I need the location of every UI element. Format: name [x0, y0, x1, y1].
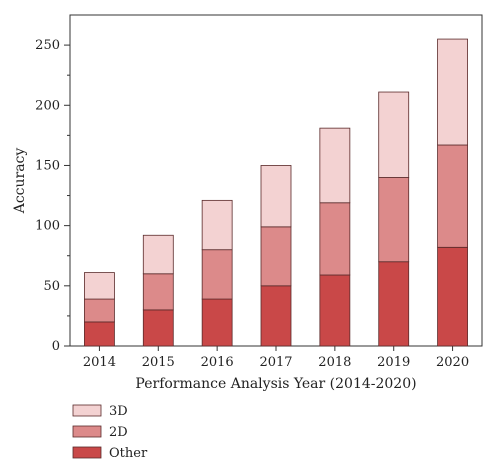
x-tick-label: 2014 [83, 355, 116, 370]
y-tick-label: 50 [43, 279, 60, 294]
bar-segment-2d [378, 177, 410, 263]
y-tick-label: 250 [35, 38, 60, 53]
bar-segment-3d [437, 38, 468, 146]
bar-segment-2d [437, 144, 468, 248]
y-axis-title: Accuracy [12, 148, 28, 215]
bar-segment-2d [201, 249, 233, 300]
y-tick-label: 150 [35, 158, 60, 173]
legend-label-other: Other [109, 446, 148, 461]
bar-segment-other [378, 261, 410, 347]
bar-segment-other [437, 246, 468, 347]
legend-swatch-3d [72, 404, 102, 417]
y-tick-label: 0 [52, 339, 60, 354]
bar-segment-2d [319, 202, 351, 276]
x-tick-label: 2020 [436, 355, 469, 370]
x-tick-label: 2016 [201, 355, 234, 370]
bar-segment-3d [201, 199, 233, 251]
legend-label-2d: 2D [109, 425, 128, 440]
bar-segment-3d [84, 272, 115, 300]
bar-segment-2d [142, 273, 174, 311]
bar-segment-3d [142, 234, 174, 275]
x-tick-label: 2017 [259, 355, 292, 370]
legend-swatch-other [72, 446, 102, 459]
bar-segment-3d [319, 127, 351, 204]
bar-segment-other [201, 298, 233, 347]
bar-segment-other [260, 285, 292, 347]
x-axis-title: Performance Analysis Year (2014-2020) [135, 376, 416, 392]
bar-segment-other [84, 321, 115, 347]
bar-segment-3d [378, 91, 410, 178]
bar-segment-2d [84, 298, 115, 323]
bar-segment-3d [260, 165, 292, 228]
legend: 3D 2D Other [72, 404, 148, 461]
bar-segment-other [142, 309, 174, 347]
x-tick-label: 2019 [377, 355, 410, 370]
bar-segment-2d [260, 226, 292, 287]
x-tick-label: 2015 [142, 355, 175, 370]
legend-label-3d: 3D [109, 404, 128, 419]
x-tick-label: 2018 [318, 355, 351, 370]
plot-area: 0 50 100 150 200 250 2014 2015 2016 2017 2018 2019 2… [35, 14, 483, 370]
y-tick-label: 100 [35, 219, 60, 234]
legend-swatch-2d [72, 425, 102, 438]
y-tick-label: 200 [35, 98, 60, 113]
bar-segment-other [319, 274, 351, 347]
